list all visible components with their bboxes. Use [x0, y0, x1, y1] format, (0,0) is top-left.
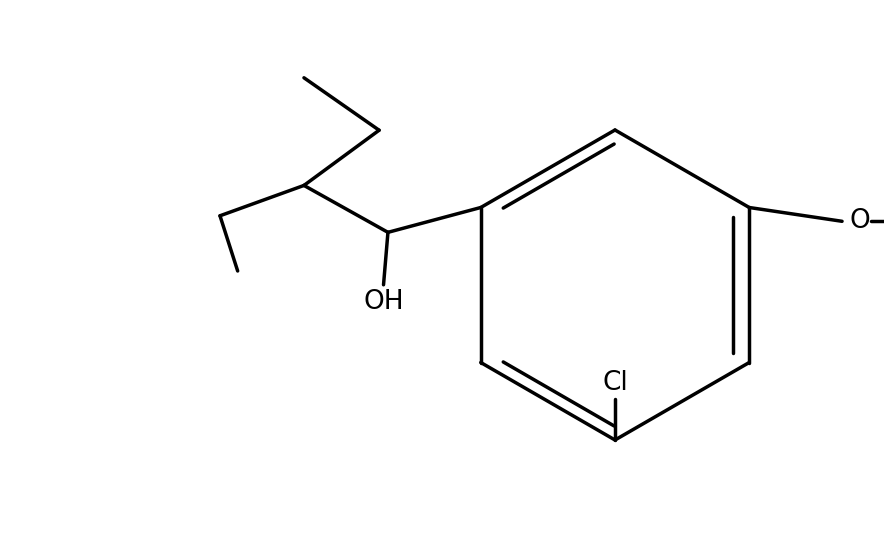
Text: OH: OH: [363, 289, 404, 315]
Text: O: O: [850, 208, 870, 234]
Text: Cl: Cl: [602, 370, 628, 396]
